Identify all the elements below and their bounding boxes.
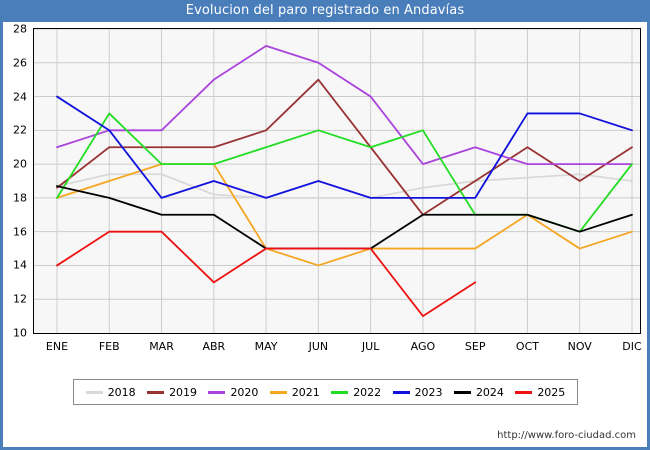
- legend-label: 2024: [475, 385, 504, 399]
- series-line-2025: [56, 230, 477, 318]
- legend-item-2022[interactable]: 2022: [331, 386, 381, 399]
- x-axis-tick: ABR: [202, 340, 226, 353]
- y-axis-tick: 18: [13, 191, 27, 205]
- x-axis-tick: DIC: [622, 340, 642, 353]
- x-axis-labels: ENE FEB MAR ABR MAY JUN JUL AGO SEP OCT NOV DIC: [33, 336, 642, 356]
- legend-swatch-icon: [453, 390, 471, 394]
- legend-item-2024[interactable]: 2024: [453, 385, 504, 399]
- y-axis-tick: 12: [13, 292, 27, 306]
- legend-item-2020[interactable]: 2020: [208, 386, 258, 399]
- page-title: Evolucion del paro registrado en Andavía…: [0, 0, 650, 22]
- series-line-2018: [56, 173, 633, 199]
- legend-label: 2018: [107, 385, 136, 399]
- legend-label: 2023: [414, 385, 443, 399]
- legend-item-2018[interactable]: 2018: [85, 385, 136, 399]
- y-axis-tick: 22: [13, 123, 27, 137]
- line-chart-svg: [34, 29, 640, 333]
- legend-label: 2019: [169, 385, 198, 399]
- y-axis-tick: 24: [13, 90, 27, 104]
- legend-swatch-icon: [331, 390, 349, 394]
- legend-label: 2020: [230, 385, 259, 399]
- x-axis-tick: OCT: [515, 340, 539, 353]
- x-axis-tick: MAR: [149, 340, 174, 353]
- x-axis-tick: SEP: [464, 340, 486, 353]
- series-line-2021: [56, 163, 633, 267]
- x-axis-tick: FEB: [98, 340, 120, 353]
- series-line-2023: [56, 95, 633, 199]
- x-axis-tick: AGO: [410, 340, 436, 353]
- series-line-2024: [56, 185, 633, 250]
- legend-label: 2025: [537, 385, 566, 399]
- legend-item-2021[interactable]: 2021: [269, 385, 320, 399]
- y-axis-labels: 10 12 14 16 18 20 22 24 26 28: [0, 23, 31, 340]
- legend-swatch-icon: [147, 390, 165, 394]
- y-axis-tick: 10: [13, 326, 27, 340]
- y-axis-tick: 14: [13, 258, 27, 272]
- series-line-2019: [56, 78, 633, 216]
- x-axis-tick: NOV: [567, 340, 592, 353]
- legend-swatch-icon: [392, 390, 410, 394]
- legend-swatch-icon: [85, 390, 103, 394]
- source-url: http://www.foro-ciudad.com: [497, 430, 636, 441]
- x-axis-tick: JUN: [308, 340, 329, 353]
- legend-label: 2021: [291, 385, 320, 399]
- legend-label: 2022: [353, 385, 382, 399]
- series-line-2020: [56, 44, 633, 166]
- chart-legend: 2018 2019 2020 2021 2022 2023 2024 2025: [73, 379, 578, 405]
- y-axis-tick: 26: [13, 56, 27, 70]
- legend-swatch-icon: [515, 390, 533, 394]
- y-axis-tick: 28: [13, 22, 27, 36]
- plot-area: [33, 28, 641, 334]
- legend-item-2025[interactable]: 2025: [515, 386, 565, 399]
- x-axis-tick: JUL: [361, 340, 380, 353]
- x-axis-tick: MAY: [254, 340, 278, 353]
- y-axis-tick: 20: [13, 157, 27, 171]
- legend-item-2019[interactable]: 2019: [147, 386, 197, 399]
- legend-swatch-icon: [269, 390, 287, 394]
- legend-swatch-icon: [208, 390, 226, 394]
- legend-item-2023[interactable]: 2023: [392, 385, 443, 399]
- y-axis-tick: 16: [13, 225, 27, 239]
- x-axis-tick: ENE: [45, 340, 69, 353]
